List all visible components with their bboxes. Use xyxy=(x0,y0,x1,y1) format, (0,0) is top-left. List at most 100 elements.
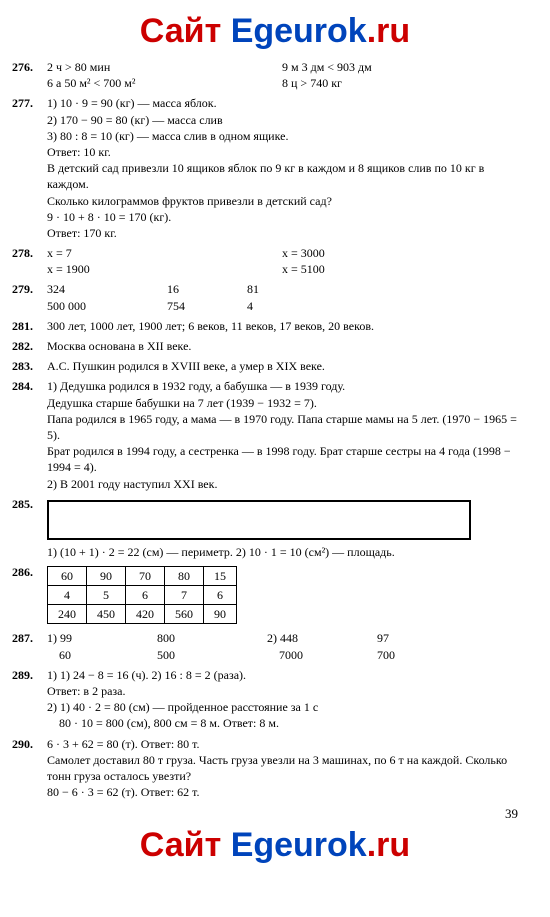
cell: 420 xyxy=(126,605,165,624)
text: 9 · 10 + 8 · 10 = 170 (кг). xyxy=(47,209,517,225)
text: 7000 xyxy=(267,647,377,663)
page-number: 39 xyxy=(12,806,518,822)
cell: 15 xyxy=(204,566,237,585)
text: 2) 1) 40 · 2 = 80 (см) — пройденное расс… xyxy=(47,699,517,715)
problem-number: 282. xyxy=(12,338,44,354)
problem-284: 284. 1) Дедушка родился в 1932 году, а б… xyxy=(12,378,538,491)
text: 700 xyxy=(377,647,487,663)
problem-277: 277. 1) 10 · 9 = 90 (кг) — масса яблок. … xyxy=(12,95,538,241)
text: В детский сад привезли 10 ящиков яблок п… xyxy=(47,160,517,192)
text: 754 xyxy=(167,298,247,314)
brand-part3: .ru xyxy=(367,12,410,50)
text: 500 xyxy=(157,647,267,663)
problem-283: 283. А.С. Пушкин родился в XVIII веке, а… xyxy=(12,358,538,374)
problem-number: 283. xyxy=(12,358,44,374)
text: Папа родился в 1965 году, а мама — в 197… xyxy=(47,411,517,443)
problem-body: 324 16 81 500 000 754 4 xyxy=(47,281,517,313)
text: 1) Дедушка родился в 1932 году, а бабушк… xyxy=(47,378,517,394)
text: 2 ч > 80 мин xyxy=(47,59,282,75)
text: 81 xyxy=(247,281,327,297)
table-row: 4 5 6 7 6 xyxy=(48,586,237,605)
cell: 4 xyxy=(48,586,87,605)
problem-number: 286. xyxy=(12,564,44,580)
problem-body: 60 90 70 80 15 4 5 6 7 6 240 450 420 xyxy=(47,564,517,627)
text: Дедушка старше бабушки на 7 лет (1939 − … xyxy=(47,395,517,411)
text: 3) 80 : 8 = 10 (кг) — масса слив в одном… xyxy=(47,128,517,144)
problem-number: 278. xyxy=(12,245,44,261)
text: Сколько килограммов фруктов привезли в д… xyxy=(47,193,517,209)
text: 80 · 10 = 800 (см), 800 см = 8 м. Ответ:… xyxy=(47,715,517,731)
text: 60 xyxy=(47,647,157,663)
cell: 560 xyxy=(165,605,204,624)
brand-part1: Сайт xyxy=(140,826,231,864)
text: 4 xyxy=(247,298,327,314)
problem-281: 281. 300 лет, 1000 лет, 1900 лет; 6 веко… xyxy=(12,318,538,334)
text: 2) В 2001 году наступил XXI век. xyxy=(47,476,517,492)
problem-body: 1) 1) 24 − 8 = 16 (ч). 2) 16 : 8 = 2 (ра… xyxy=(47,667,517,732)
cell: 90 xyxy=(87,566,126,585)
text: Ответ: 10 кг. xyxy=(47,144,517,160)
text: 80 − 6 · 3 = 62 (т). Ответ: 62 т. xyxy=(47,784,517,800)
text: x = 7 xyxy=(47,245,282,261)
text: 324 xyxy=(47,281,167,297)
text: Ответ: в 2 раза. xyxy=(47,683,517,699)
text: x = 5100 xyxy=(282,261,517,277)
text: x = 1900 xyxy=(47,261,282,277)
text: 300 лет, 1000 лет, 1900 лет; 6 веков, 11… xyxy=(47,318,517,334)
problem-body: 1) Дедушка родился в 1932 году, а бабушк… xyxy=(47,378,517,491)
problem-279: 279. 324 16 81 500 000 754 4 xyxy=(12,281,538,313)
problem-number: 287. xyxy=(12,630,44,646)
problem-body: 2 ч > 80 мин 9 м 3 дм < 903 дм 6 а 50 м²… xyxy=(47,59,517,91)
brand-footer: Сайт Egeurok.ru xyxy=(12,826,538,865)
problem-278: 278. x = 7 x = 3000 x = 1900 x = 5100 xyxy=(12,245,538,277)
text: А.С. Пушкин родился в XVIII веке, а умер… xyxy=(47,358,517,374)
text: 8 ц > 740 кг xyxy=(282,75,517,91)
text: 2) 170 − 90 = 80 (кг) — масса слив xyxy=(47,112,517,128)
cell: 60 xyxy=(48,566,87,585)
table-286: 60 90 70 80 15 4 5 6 7 6 240 450 420 xyxy=(47,566,237,625)
problem-285: 285. 1) (10 + 1) · 2 = 22 (см) — перимет… xyxy=(12,496,538,560)
problem-number: 276. xyxy=(12,59,44,75)
problem-287: 287. 1) 99 800 2) 448 97 60 500 7000 700 xyxy=(12,630,538,662)
text: 6 · 3 + 62 = 80 (т). Ответ: 80 т. xyxy=(47,736,517,752)
text: 500 000 xyxy=(47,298,167,314)
cell: 6 xyxy=(126,586,165,605)
problem-286: 286. 60 90 70 80 15 4 5 6 7 6 240 xyxy=(12,564,538,627)
text: Ответ: 170 кг. xyxy=(47,225,517,241)
text: 800 xyxy=(157,630,267,646)
cell: 70 xyxy=(126,566,165,585)
text: 1) (10 + 1) · 2 = 22 (см) — периметр. 2)… xyxy=(47,544,517,560)
text: 1) 99 xyxy=(47,630,157,646)
cell: 450 xyxy=(87,605,126,624)
table-row: 60 90 70 80 15 xyxy=(48,566,237,585)
brand-part2: Egeurok xyxy=(231,12,367,50)
text: 16 xyxy=(167,281,247,297)
brand-part1: Сайт xyxy=(140,12,231,50)
rectangle-box xyxy=(47,500,471,540)
problem-number: 289. xyxy=(12,667,44,683)
brand-part3: .ru xyxy=(367,826,410,864)
text: 2) 448 xyxy=(267,630,377,646)
problem-number: 279. xyxy=(12,281,44,297)
page: Сайт Egeurok.ru 276. 2 ч > 80 мин 9 м 3 … xyxy=(0,0,550,881)
text: 9 м 3 дм < 903 дм xyxy=(282,59,517,75)
text: x = 3000 xyxy=(282,245,517,261)
problem-body: 1) 99 800 2) 448 97 60 500 7000 700 xyxy=(47,630,517,662)
cell: 7 xyxy=(165,586,204,605)
text: 97 xyxy=(377,630,487,646)
problem-body: 1) (10 + 1) · 2 = 22 (см) — периметр. 2)… xyxy=(47,496,517,560)
problem-body: 6 · 3 + 62 = 80 (т). Ответ: 80 т. Самоле… xyxy=(47,736,517,801)
cell: 5 xyxy=(87,586,126,605)
cell: 90 xyxy=(204,605,237,624)
problem-276: 276. 2 ч > 80 мин 9 м 3 дм < 903 дм 6 а … xyxy=(12,59,538,91)
cell: 80 xyxy=(165,566,204,585)
problem-282: 282. Москва основана в XII веке. xyxy=(12,338,538,354)
problem-289: 289. 1) 1) 24 − 8 = 16 (ч). 2) 16 : 8 = … xyxy=(12,667,538,732)
brand-part2: Egeurok xyxy=(231,826,367,864)
problem-number: 277. xyxy=(12,95,44,111)
text: 1) 1) 24 − 8 = 16 (ч). 2) 16 : 8 = 2 (ра… xyxy=(47,667,517,683)
problem-number: 285. xyxy=(12,496,44,512)
problem-number: 290. xyxy=(12,736,44,752)
table-row: 240 450 420 560 90 xyxy=(48,605,237,624)
problem-body: 1) 10 · 9 = 90 (кг) — масса яблок. 2) 17… xyxy=(47,95,517,241)
